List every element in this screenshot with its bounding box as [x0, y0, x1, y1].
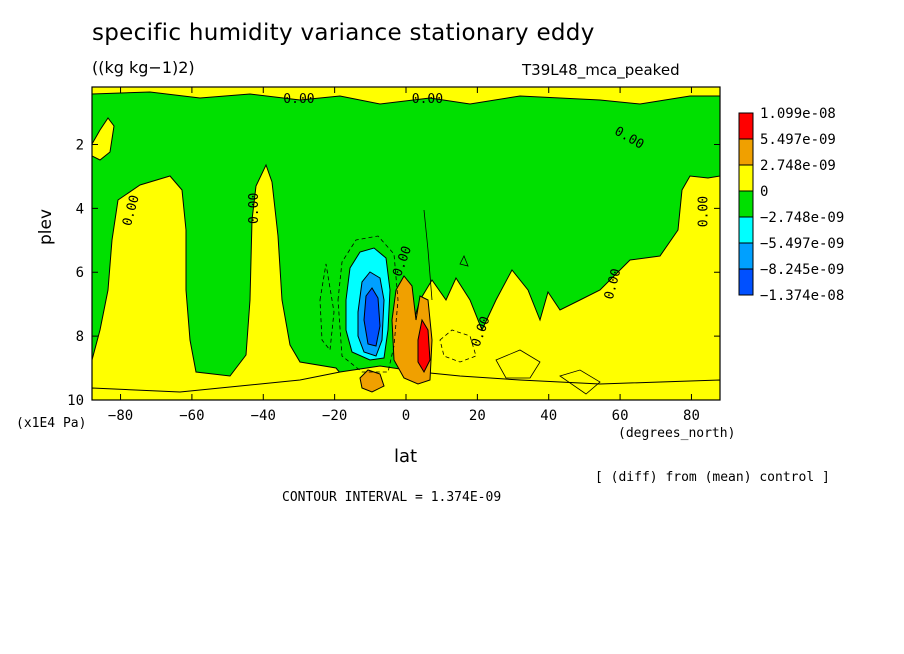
y-tick-label: 2: [76, 137, 84, 153]
field-orange-south: [359, 369, 385, 393]
x-tick-label: 60: [612, 408, 629, 424]
legend-swatch: [738, 164, 754, 192]
x-tick-label: 40: [540, 408, 557, 424]
plot-area: [92, 87, 720, 400]
x-tick-label: −60: [179, 408, 204, 424]
legend-swatch: [738, 268, 754, 296]
legend-label: −5.497e-09: [760, 236, 844, 252]
field-yellow-north: [399, 175, 720, 400]
legend-label: −2.748e-09: [760, 210, 844, 226]
legend-label: 1.099e-08: [760, 106, 836, 122]
x-tick-label: 80: [683, 408, 700, 424]
legend-label: 2.748e-09: [760, 158, 836, 174]
diff-note: [ (diff) from (mean) control ]: [595, 470, 830, 485]
contour-label: 0.00: [412, 92, 443, 107]
chart-title: specific humidity variance stationary ed…: [92, 20, 595, 46]
positive-contours: [423, 209, 601, 395]
legend-swatch: [738, 112, 754, 140]
run-name: T39L48_mca_peaked: [522, 61, 680, 79]
y-tick-label: 10: [67, 393, 84, 409]
legend-label: 5.497e-09: [760, 132, 836, 148]
field-red: [417, 318, 431, 374]
x-axis-label: lat: [394, 446, 418, 467]
x-tick-label: 0: [402, 408, 410, 424]
x-axis-units: (degrees_north): [618, 426, 736, 441]
y-tick-label: 8: [76, 329, 84, 345]
x-tick-label: −20: [322, 408, 347, 424]
contour-interval: CONTOUR INTERVAL = 1.374E-09: [282, 490, 502, 505]
x-tick-label: 20: [469, 408, 486, 424]
legend-swatch: [738, 138, 754, 166]
field-yellow-patch: [92, 117, 115, 161]
axis-ticks: −80 −60 −40 −20 0 20 40 60 80 2 4 6 8 10: [67, 87, 720, 424]
x-tick-label: −40: [251, 408, 276, 424]
legend-label: −8.245e-09: [760, 262, 844, 278]
legend-swatch: [738, 190, 754, 218]
field-yellow-south: [92, 163, 361, 400]
chart-units: ((kg kg−1)2): [92, 58, 195, 77]
legend-label: 0: [760, 184, 768, 200]
negative-contours: [319, 235, 477, 373]
legend-label: −1.374e-08: [760, 288, 844, 304]
y-tick-label: 4: [76, 201, 84, 217]
legend-swatch: [738, 242, 754, 270]
color-legend: 1.099e-08 5.497e-09 2.748e-09 0 −2.748e-09 −5…: [738, 106, 844, 304]
x-tick-label: −80: [108, 408, 133, 424]
contour-label: 0.00: [697, 196, 712, 227]
y-axis-units: (x1E4 Pa): [16, 416, 87, 431]
y-tick-label: 6: [76, 265, 84, 281]
contour-label: 0.00: [247, 193, 262, 224]
field-yellow-top: [92, 87, 720, 105]
contour-label: 0.00: [283, 92, 314, 107]
field-darkblue: [363, 287, 381, 347]
legend-swatch: [738, 216, 754, 244]
